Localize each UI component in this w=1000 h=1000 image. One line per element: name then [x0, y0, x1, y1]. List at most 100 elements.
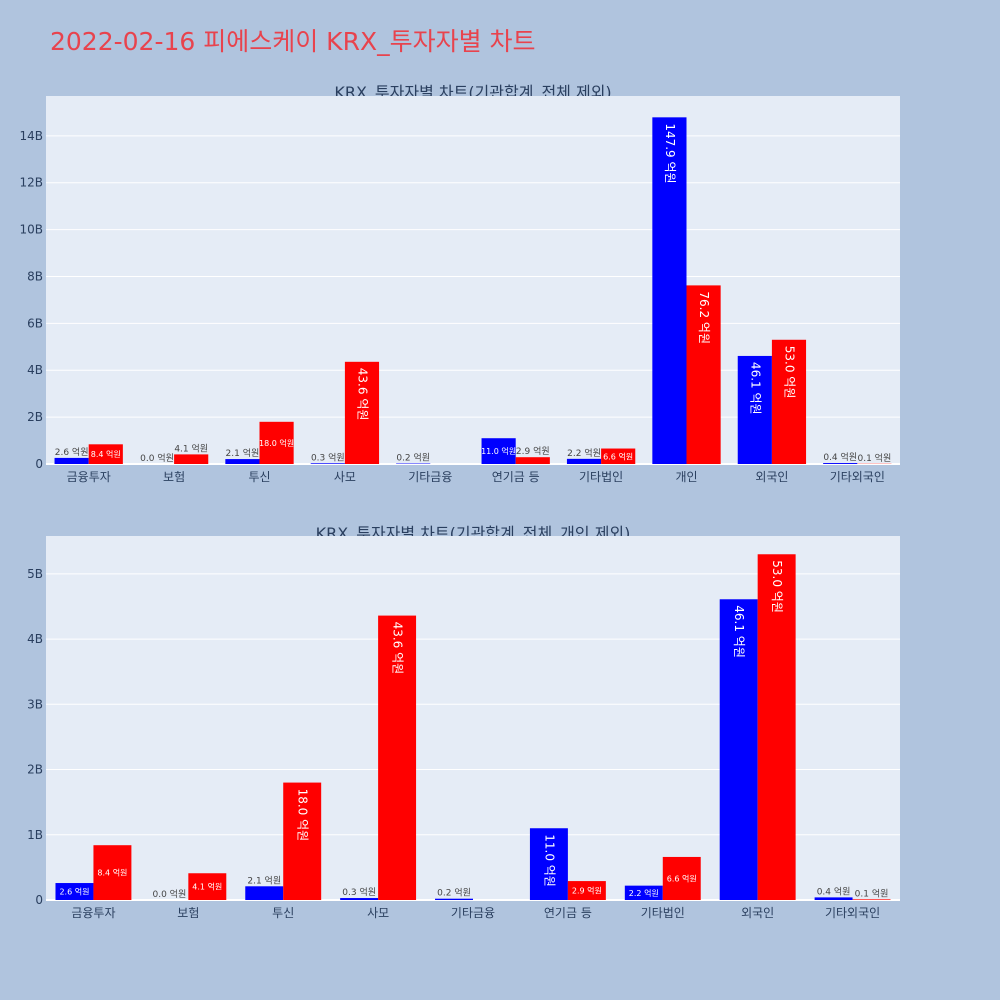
x-tick-label: 기타외국인: [830, 470, 885, 484]
y-tick-label: 12B: [19, 176, 43, 190]
bar: [88, 444, 123, 464]
bar: [310, 463, 345, 464]
bar-data-label: 2.9 억원: [572, 886, 602, 896]
bar-data-label: 2.2 억원: [567, 447, 601, 459]
bar-data-label: 2.6 억원: [59, 887, 89, 897]
bar: [54, 457, 89, 464]
bar: [624, 885, 663, 900]
bar: [823, 463, 858, 464]
bar-data-label: 0.0 억원: [152, 888, 186, 900]
bar-data-label: 6.6 억원: [603, 451, 633, 461]
bar-data-label: 0.4 억원: [817, 885, 851, 897]
x-tick-label: 연기금 등: [544, 906, 592, 920]
y-tick-label: 4B: [27, 632, 43, 646]
x-tick-label: 외국인: [755, 470, 788, 484]
y-tick-label: 10B: [19, 223, 43, 237]
y-tick-label: 14B: [19, 129, 43, 143]
y-tick-label: 4B: [27, 363, 43, 377]
bar: [737, 355, 772, 464]
x-tick-label: 기타외국인: [825, 906, 880, 920]
bar-data-label: 46.1 억원: [748, 362, 762, 415]
y-tick-label: 2B: [27, 763, 43, 777]
y-tick-label: 0: [35, 457, 43, 471]
bar-data-label: 2.6 억원: [55, 446, 89, 458]
bar-data-label: 76.2 억원: [697, 291, 711, 344]
y-tick-label: 1B: [27, 828, 43, 842]
bar-data-label: 0.3 억원: [342, 886, 376, 898]
bar: [174, 454, 209, 464]
bar: [814, 897, 853, 900]
x-tick-label: 보험: [163, 470, 185, 484]
bar: [93, 845, 132, 900]
bar-data-label: 0.1 억원: [855, 887, 889, 899]
bar: [652, 117, 687, 464]
bar: [515, 457, 550, 464]
y-tick-label: 0: [35, 893, 43, 907]
y-tick-label: 2B: [27, 410, 43, 424]
bar-data-label: 4.1 억원: [192, 882, 222, 892]
bar-data-label: 0.2 억원: [437, 887, 471, 899]
x-tick-label: 사모: [367, 906, 389, 920]
bar-data-label: 0.4 억원: [823, 451, 857, 463]
bar: [686, 285, 721, 464]
bar: [771, 339, 807, 464]
bar-data-label: 46.1 억원: [732, 605, 746, 658]
bar-data-label: 0.0 억원: [140, 452, 174, 464]
bar-data-label: 2.1 억원: [247, 874, 281, 886]
bar: [757, 554, 796, 900]
x-tick-label: 기타법인: [579, 470, 623, 484]
x-tick-label: 기타법인: [641, 906, 685, 920]
x-tick-label: 기타금융: [408, 470, 452, 484]
bar-data-label: 18.0 억원: [296, 789, 310, 842]
bar: [566, 458, 602, 464]
bar-data-label: 8.4 억원: [97, 868, 127, 878]
bar: [601, 448, 636, 464]
bar: [283, 782, 322, 900]
page-title: 2022-02-16 피에스케이 KRX_투자자별 차트: [50, 27, 536, 56]
bar: [340, 898, 379, 900]
bar: [481, 438, 516, 464]
bar: [225, 459, 260, 464]
bar-data-label: 11.0 억원: [542, 834, 556, 887]
x-tick-label: 금융투자: [71, 906, 115, 920]
bar-data-label: 6.6 억원: [667, 873, 697, 883]
bar-data-label: 2.2 억원: [629, 888, 659, 898]
bar: [719, 599, 758, 900]
x-tick-label: 연기금 등: [492, 470, 540, 484]
bar: [245, 886, 284, 900]
bar-data-label: 18.0 억원: [259, 438, 294, 448]
bar-data-label: 2.9 억원: [516, 445, 550, 457]
bar: [344, 361, 380, 464]
y-tick-label: 6B: [27, 316, 43, 330]
bar-data-label: 53.0 억원: [782, 346, 796, 399]
x-tick-label: 투신: [272, 906, 294, 920]
bar-data-label: 53.0 억원: [770, 560, 784, 613]
y-tick-label: 8B: [27, 269, 43, 283]
bar-data-label: 0.2 억원: [396, 452, 430, 464]
x-tick-label: 외국인: [741, 906, 774, 920]
bar: [435, 898, 473, 900]
y-tick-label: 5B: [27, 567, 43, 581]
bar-data-label: 4.1 억원: [174, 442, 208, 454]
bar: [852, 899, 891, 900]
bar-data-label: 0.1 억원: [858, 452, 892, 464]
x-tick-label: 개인: [675, 470, 697, 484]
bar-data-label: 147.9 억원: [663, 123, 677, 183]
x-tick-label: 사모: [334, 470, 356, 484]
bar: [188, 873, 227, 900]
x-tick-label: 금융투자: [67, 470, 111, 484]
bar: [662, 856, 701, 900]
bar-data-label: 0.3 억원: [311, 451, 345, 463]
y-tick-label: 3B: [27, 697, 43, 711]
bar-data-label: 43.6 억원: [391, 622, 405, 675]
bar: [567, 881, 606, 900]
bar: [259, 421, 294, 464]
bar-data-label: 2.1 억원: [226, 447, 260, 459]
bar-data-label: 43.6 억원: [355, 368, 369, 421]
x-tick-label: 투신: [248, 470, 270, 484]
bar: [55, 883, 94, 900]
bar-data-label: 11.0 억원: [481, 446, 516, 456]
bar: [378, 615, 417, 900]
